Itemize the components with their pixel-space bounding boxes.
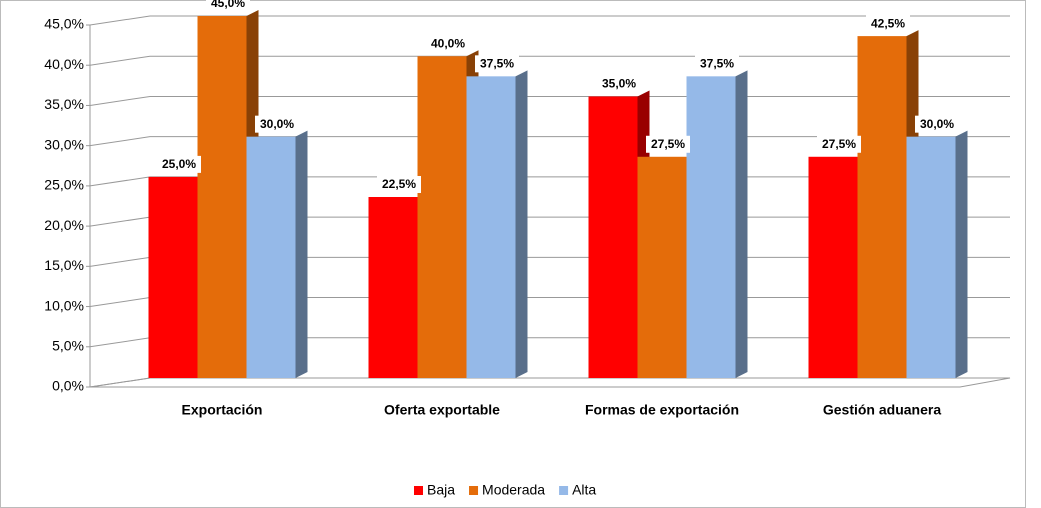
value-label: 45,0% <box>211 0 245 10</box>
legend-label: Alta <box>572 482 596 498</box>
legend-label: Baja <box>427 482 455 498</box>
bar <box>197 16 247 378</box>
value-label: 22,5% <box>382 177 416 191</box>
y-tick-label: 10,0% <box>44 297 84 313</box>
y-tick-label: 35,0% <box>44 96 84 112</box>
y-tick-label: 5,0% <box>52 337 84 353</box>
bar <box>417 56 467 378</box>
legend-label: Moderada <box>482 482 545 498</box>
value-label-bg <box>646 135 690 153</box>
value-label-bg <box>597 75 641 93</box>
value-label: 27,5% <box>651 137 685 151</box>
grid-line <box>89 15 1010 26</box>
value-label-bg <box>475 55 519 73</box>
value-label-bg <box>206 0 250 12</box>
x-tick-label: Gestión aduanera <box>823 402 941 418</box>
bar-side <box>955 130 968 378</box>
value-label-bg <box>426 35 470 53</box>
bar <box>588 96 638 378</box>
value-label-bg <box>157 155 201 173</box>
bar <box>808 156 858 378</box>
value-label: 25,0% <box>162 157 196 171</box>
y-tick-label: 30,0% <box>44 136 84 152</box>
bar <box>686 76 736 378</box>
y-tick-label: 45,0% <box>44 16 84 32</box>
y-tick-label: 20,0% <box>44 217 84 233</box>
bar <box>246 136 296 378</box>
legend-swatch <box>414 486 423 495</box>
x-tick-label: Formas de exportación <box>585 402 739 418</box>
legend-swatch <box>559 486 569 495</box>
legend-swatch <box>469 486 479 495</box>
value-label: 40,0% <box>431 36 465 50</box>
y-tick-label: 0,0% <box>52 378 84 394</box>
bar <box>906 136 956 378</box>
bar-side <box>735 70 748 378</box>
value-label: 30,0% <box>260 117 294 131</box>
bar <box>637 156 687 378</box>
value-label: 37,5% <box>480 57 514 71</box>
value-label: 30,0% <box>920 117 954 131</box>
y-tick-label: 15,0% <box>44 257 84 273</box>
bar <box>857 36 907 378</box>
bar-side <box>515 70 528 378</box>
y-tick-label: 40,0% <box>44 56 84 72</box>
value-label: 27,5% <box>822 137 856 151</box>
value-label-bg <box>377 176 421 193</box>
value-label-bg <box>255 115 299 133</box>
value-label: 35,0% <box>602 77 636 91</box>
bar <box>466 76 516 378</box>
value-label-bg <box>866 15 910 33</box>
value-label: 42,5% <box>871 16 905 30</box>
value-label-bg <box>915 115 959 133</box>
value-label-bg <box>695 55 739 73</box>
x-tick-label: Oferta exportable <box>384 402 500 418</box>
bar <box>368 197 418 378</box>
bar <box>148 176 198 378</box>
value-label-bg <box>817 135 861 153</box>
x-tick-label: Exportación <box>182 402 263 418</box>
y-tick-label: 25,0% <box>44 177 84 193</box>
bar-side <box>295 130 308 378</box>
value-label: 37,5% <box>700 57 734 71</box>
